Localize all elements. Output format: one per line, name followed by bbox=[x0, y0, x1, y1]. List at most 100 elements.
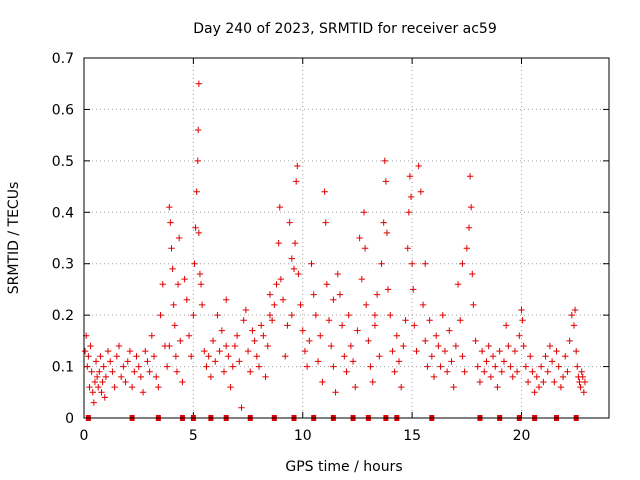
data-point-marker bbox=[555, 363, 562, 370]
data-point-marker bbox=[137, 373, 145, 381]
data-point-marker bbox=[314, 358, 322, 365]
data-point-marker bbox=[454, 281, 462, 288]
data-point-marker bbox=[87, 342, 94, 350]
data-point-marker bbox=[131, 368, 138, 375]
data-point-marker bbox=[323, 281, 331, 288]
data-point-marker bbox=[216, 347, 223, 355]
data-point-marker bbox=[542, 353, 549, 360]
data-point-marker bbox=[405, 209, 413, 216]
y-tick-label: 0.6 bbox=[52, 102, 74, 118]
data-point-marker bbox=[437, 363, 444, 370]
data-point-marker bbox=[472, 337, 479, 345]
data-point-marker bbox=[220, 368, 228, 375]
data-point-marker bbox=[205, 353, 212, 360]
data-point-marker bbox=[485, 342, 492, 350]
data-point-marker bbox=[207, 373, 215, 381]
data-point-marker bbox=[387, 311, 394, 319]
data-point-marker bbox=[397, 383, 405, 391]
data-point-marker bbox=[494, 383, 501, 391]
data-point-marker bbox=[373, 291, 381, 298]
data-point-marker bbox=[469, 270, 476, 278]
data-point-marker bbox=[303, 363, 311, 370]
data-point-marker bbox=[481, 368, 488, 375]
data-point-marker bbox=[576, 378, 583, 386]
data-point-marker bbox=[262, 373, 269, 381]
data-point-marker bbox=[574, 363, 581, 370]
data-point-marker bbox=[505, 342, 512, 350]
data-point-marker bbox=[90, 399, 98, 406]
data-point-marker bbox=[225, 353, 232, 360]
data-point-marker bbox=[89, 389, 96, 396]
data-point-marker bbox=[190, 311, 197, 319]
data-point-marker bbox=[341, 353, 348, 360]
data-point-marker bbox=[124, 358, 131, 365]
data-point-marker bbox=[159, 281, 166, 288]
y-tick-label: 0.7 bbox=[52, 51, 74, 67]
data-point-marker bbox=[92, 358, 100, 365]
data-point-marker bbox=[548, 358, 556, 365]
data-point-marker bbox=[578, 368, 585, 375]
data-point-marker bbox=[273, 281, 280, 288]
data-point-marker bbox=[266, 291, 274, 298]
data-point-marker bbox=[474, 363, 481, 370]
axis-ticks: 0 0.1 0.2 0.3 0.4 0.5 0.6 0.7 0 5 10 15 20 bbox=[52, 51, 609, 444]
data-point-marker bbox=[99, 378, 106, 386]
data-point-marker bbox=[268, 317, 276, 324]
data-point-marker bbox=[568, 311, 576, 319]
data-point-marker bbox=[383, 229, 391, 237]
data-point-marker bbox=[81, 347, 89, 355]
data-point-marker bbox=[327, 342, 335, 350]
x-tick-label: 10 bbox=[294, 428, 312, 444]
data-point-marker bbox=[406, 173, 414, 180]
grid-lines bbox=[84, 58, 609, 418]
data-point-marker bbox=[365, 337, 372, 345]
data-point-marker bbox=[356, 234, 363, 242]
data-point-marker bbox=[325, 317, 333, 324]
data-point-marker bbox=[88, 368, 95, 375]
data-point-marker bbox=[500, 358, 508, 365]
data-point-marker bbox=[312, 311, 320, 319]
data-point-marker bbox=[417, 188, 425, 195]
data-point-marker bbox=[362, 301, 370, 309]
data-point-marker bbox=[546, 342, 554, 350]
data-point-marker bbox=[113, 353, 121, 360]
data-point-marker bbox=[167, 219, 174, 226]
data-point-marker bbox=[579, 373, 586, 381]
data-point-marker bbox=[443, 368, 451, 375]
data-point-marker bbox=[299, 327, 306, 334]
data-point-marker bbox=[192, 224, 199, 231]
data-point-marker bbox=[297, 301, 304, 309]
data-point-marker bbox=[238, 404, 245, 411]
data-point-marker bbox=[380, 219, 387, 226]
data-point-marker bbox=[197, 281, 205, 288]
data-point-marker bbox=[553, 347, 560, 355]
data-point-marker bbox=[174, 281, 182, 288]
y-tick-label: 0.2 bbox=[52, 308, 74, 324]
data-point-marker bbox=[282, 353, 289, 360]
data-point-marker bbox=[322, 219, 329, 226]
x-tick-label: 0 bbox=[80, 428, 89, 444]
data-point-marker bbox=[581, 378, 589, 386]
data-point-marker bbox=[86, 383, 93, 391]
data-point-marker bbox=[122, 378, 129, 386]
data-point-marker bbox=[426, 317, 433, 324]
data-point-marker bbox=[212, 358, 219, 365]
data-point-marker bbox=[170, 301, 177, 309]
data-point-marker bbox=[196, 270, 204, 278]
data-point-marker bbox=[126, 347, 134, 355]
data-point-marker bbox=[459, 353, 466, 360]
data-point-marker bbox=[222, 342, 230, 350]
data-point-marker bbox=[402, 317, 409, 324]
data-point-marker bbox=[391, 368, 398, 375]
data-point-marker bbox=[519, 317, 526, 324]
data-point-marker bbox=[487, 373, 495, 381]
data-point-marker bbox=[369, 378, 376, 386]
data-point-marker bbox=[557, 383, 565, 391]
data-point-marker bbox=[236, 358, 243, 365]
data-point-marker bbox=[411, 322, 418, 329]
data-point-marker bbox=[306, 337, 313, 345]
data-point-marker bbox=[400, 342, 407, 350]
data-point-marker bbox=[502, 322, 510, 329]
data-point-marker bbox=[194, 126, 202, 134]
data-point-marker bbox=[133, 353, 140, 360]
